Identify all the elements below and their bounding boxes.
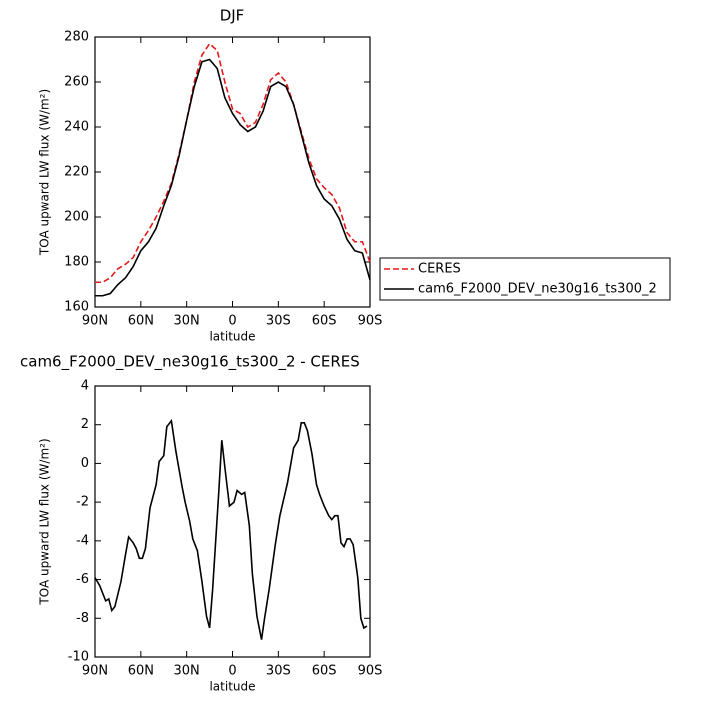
legend-label: cam6_F2000_DEV_ne30g16_ts300_2 (418, 282, 657, 297)
plot-frame (94, 36, 371, 308)
x-tick-label: 90N (82, 314, 108, 329)
x-tick-label: 30S (266, 314, 291, 329)
data-line (95, 58, 371, 297)
x-tick-label: 60N (128, 314, 154, 329)
y-tick-label: 260 (64, 75, 89, 90)
data-line (94, 418, 368, 640)
x-tick-label: 30N (174, 664, 200, 679)
x-axis-label: latitude (209, 330, 255, 344)
y-axis-label: TOA upward LW flux (W/m²) (38, 438, 52, 605)
x-tick-label: 90S (358, 664, 383, 679)
y-tick-label: 280 (64, 30, 89, 45)
x-tick-label: 60S (312, 314, 337, 329)
x-tick-label: 0 (228, 314, 236, 329)
y-tick-label: 220 (64, 165, 89, 180)
x-tick-label: 30S (266, 664, 291, 679)
x-axis-label: latitude (209, 680, 255, 694)
y-tick-label: 0 (81, 456, 89, 471)
x-tick-label: 0 (228, 664, 236, 679)
y-tick-label: -2 (76, 495, 89, 510)
y-tick-label: 4 (81, 379, 89, 394)
x-tick-label: 90S (358, 314, 383, 329)
x-tick-label: 90N (82, 664, 108, 679)
x-tick-label: 60N (128, 664, 154, 679)
y-axis-label: TOA upward LW flux (W/m²) (38, 89, 52, 256)
y-tick-label: 160 (64, 300, 89, 315)
legend-label: CERES (418, 262, 461, 277)
y-tick-label: 200 (64, 210, 89, 225)
y-tick-label: -4 (76, 533, 89, 548)
plot-frame (94, 385, 371, 658)
legend-box (379, 257, 671, 301)
x-tick-label: 30N (174, 314, 200, 329)
y-tick-label: 180 (64, 255, 89, 270)
y-tick-label: -8 (76, 611, 89, 626)
y-tick-label: 2 (81, 417, 89, 432)
y-tick-label: 240 (64, 120, 89, 135)
y-tick-label: -6 (76, 572, 89, 587)
y-tick-label: -10 (68, 650, 89, 665)
data-line (95, 42, 371, 284)
chart-title: DJF (220, 7, 245, 25)
x-tick-label: 60S (312, 664, 337, 679)
chart-title: cam6_F2000_DEV_ne30g16_ts300_2 - CERES (20, 353, 360, 372)
